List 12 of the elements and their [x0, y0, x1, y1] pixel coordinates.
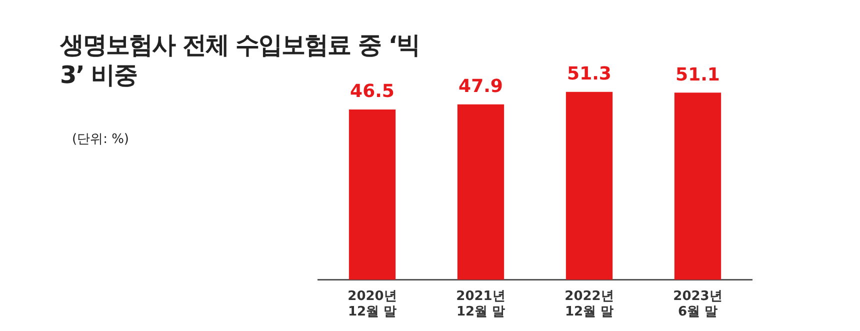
x-tick-label: 2020년 12월 말	[348, 288, 397, 320]
bar	[457, 104, 504, 280]
data-label: 51.3	[567, 64, 612, 85]
x-tick-label: 2022년 12월 말	[564, 288, 614, 320]
x-tick-label: 2023년 6월 말	[673, 288, 722, 320]
bar	[674, 92, 722, 280]
text: (단위: %)	[72, 131, 130, 148]
bar	[566, 92, 613, 280]
bar	[348, 109, 396, 280]
x-tick-label: 2021년 12월 말	[456, 288, 506, 320]
data-label: 47.9	[458, 76, 503, 97]
data-label: 51.1	[676, 64, 720, 86]
